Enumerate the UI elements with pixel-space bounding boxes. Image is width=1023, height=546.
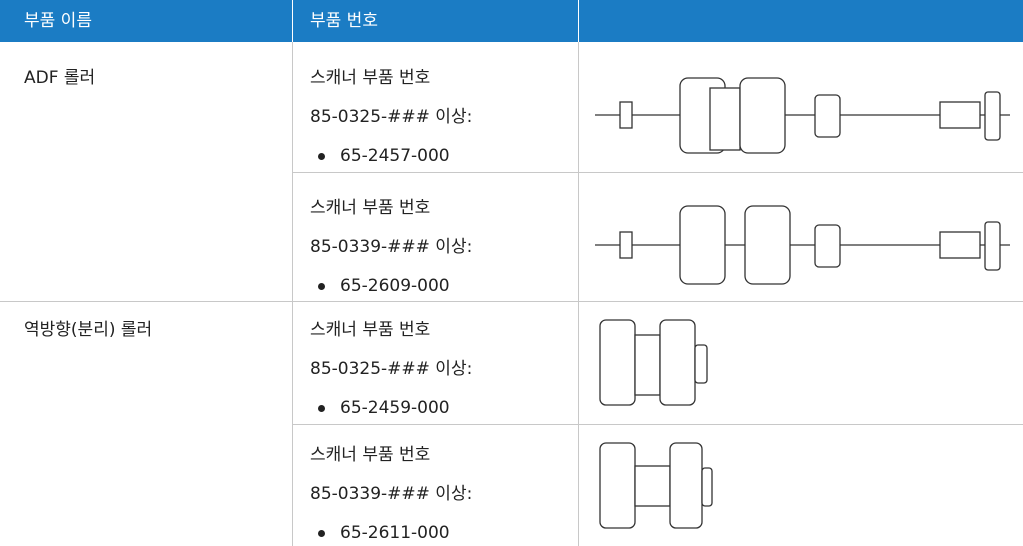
row-line — [0, 301, 1023, 302]
part-name: ADF 롤러 — [24, 68, 96, 88]
header-row — [0, 0, 1023, 42]
part-number: 65-2457-000 — [340, 146, 450, 166]
column-line — [292, 42, 293, 546]
header-divider — [578, 0, 579, 42]
part-number-text: 스캐너 부품 번호 — [310, 320, 431, 340]
roller-image — [595, 77, 1010, 154]
part-number-text: 85-0339-### 이상: — [310, 237, 473, 257]
header-cell: 부품 번호 — [310, 11, 378, 31]
part-number: 65-2459-000 — [340, 398, 450, 418]
part-number: 65-2609-000 — [340, 276, 450, 296]
part-number-text: 스캐너 부품 번호 — [310, 445, 431, 465]
part-number: 65-2611-000 — [340, 523, 450, 543]
roller-image — [599, 319, 708, 406]
part-number-text: 스캐너 부품 번호 — [310, 68, 431, 88]
row-line — [292, 172, 1023, 173]
part-number-text: 스캐너 부품 번호 — [310, 198, 431, 218]
row-line — [292, 424, 1023, 425]
roller-image — [595, 205, 1010, 285]
header-divider — [292, 0, 293, 42]
roller-image — [599, 442, 713, 529]
bullet — [318, 405, 325, 412]
bullet — [318, 283, 325, 290]
header-cell: 부품 이름 — [24, 11, 92, 31]
column-line — [578, 42, 579, 546]
part-number-text: 85-0339-### 이상: — [310, 484, 473, 504]
bullet — [318, 153, 325, 160]
part-number-text: 85-0325-### 이상: — [310, 359, 473, 379]
bullet — [318, 530, 325, 537]
part-number-text: 85-0325-### 이상: — [310, 107, 473, 127]
part-name: 역방향(분리) 롤러 — [24, 320, 153, 340]
